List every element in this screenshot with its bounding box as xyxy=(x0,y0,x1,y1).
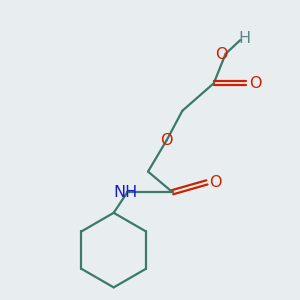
Text: H: H xyxy=(238,31,250,46)
Text: O: O xyxy=(160,133,173,148)
Text: NH: NH xyxy=(113,185,138,200)
Text: O: O xyxy=(215,47,228,62)
Text: O: O xyxy=(209,175,222,190)
Text: O: O xyxy=(249,76,261,91)
